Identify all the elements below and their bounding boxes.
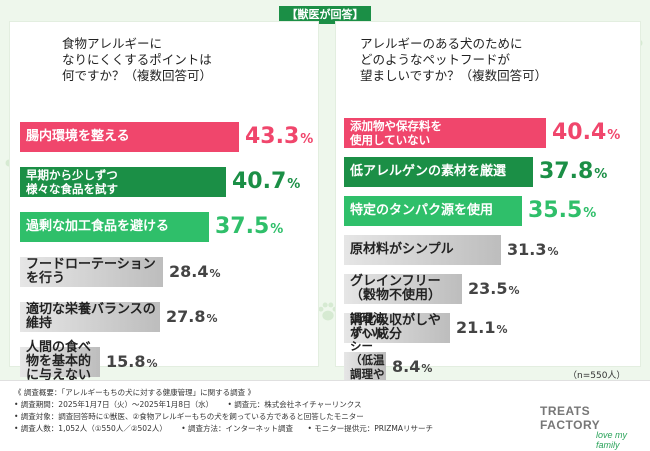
data-label: 23.5% [468,274,520,304]
data-value: 23.5 [468,279,508,298]
footer-method: • 調査方法：インターネット調査 [181,424,294,433]
brand-name: TREATS FACTORY [540,404,601,432]
brand-tagline: love my family [596,430,628,450]
bar: 添加物や保存料を 使用していない [344,118,546,148]
data-unit: % [496,323,508,336]
data-value: 43.3 [245,124,300,149]
bar: 適切な栄養バランスの維持 [20,302,160,332]
data-label: 31.3% [507,235,559,265]
data-value: 28.4 [169,262,209,281]
data-label: 28.4% [169,257,221,287]
bar-label: 低アレルゲンの素材を厳選 [350,164,507,179]
data-label: 21.1% [456,313,508,343]
data-value: 37.8 [539,159,594,184]
data-value: 31.3 [507,240,547,259]
brand-logo: TREATS FACTORY love my family [540,404,650,450]
data-unit: % [421,362,433,375]
bar-label: 添加物や保存料を 使用していない [350,119,442,147]
bar-label: グレインフリー（穀物不使用） [350,274,442,303]
footer-provider: • モニター提供元：PRIZMAリサーチ [307,424,433,433]
data-unit: % [270,222,284,237]
sample-size-note: （n=550人） [568,371,626,381]
footer-target: • 調査対象：調査回答時に①獣医、②食物アレルギーもちの犬を飼っている方であると… [14,412,364,421]
data-unit: % [547,245,559,258]
survey-footer: 《 調査概要：「アレルギーもちの犬に対する健康管理」に関する調査 》 • 調査期… [0,380,650,451]
data-unit: % [508,284,520,297]
bar: 人間の食べ物を基本的に与えない [20,341,100,383]
bar-label: 腸内環境を整える [26,129,130,144]
data-label: 37.5% [215,212,283,242]
bar-label: 特定のタンパク源を使用 [350,203,494,218]
data-value: 21.1 [456,318,496,337]
bar: 特定のタンパク源を使用 [344,196,522,226]
bar: グレインフリー（穀物不使用） [344,274,462,304]
data-label: 40.7% [232,167,300,197]
data-label: 43.3% [245,122,313,152]
data-unit: % [607,128,621,143]
data-unit: % [300,132,314,147]
data-value: 35.5 [528,198,583,223]
bar-label: フードローテーションを行う [26,257,156,286]
bar-label: 原材料がシンプル [350,242,454,257]
footer-period: • 調査期間：2025年1月7日（火）〜2025年1月8日（水） [14,400,214,409]
left-chart-panel: 食物アレルギーに なりにくくするポイントは 何ですか？（複数回答可） 腸内環境を… [10,22,318,383]
data-value: 15.8 [106,352,146,371]
data-value: 27.8 [166,307,206,326]
bar: 早期から少しずつ 様々な食品を試す [20,167,226,197]
footer-count: • 調査人数：1,052人（①550人／②502人） [14,424,167,433]
data-unit: % [583,206,597,221]
bar-label: 人間の食べ物を基本的に与えない [26,340,92,383]
bar-label: 消化吸収がしやすい成分 [350,313,441,342]
bar: 低アレルゲンの素材を厳選 [344,157,533,187]
bar: 消化吸収がしやすい成分 [344,313,450,343]
bar-label: 過剰な加工食品を避ける [26,219,170,234]
bar: 過剰な加工食品を避ける [20,212,209,242]
footer-title: 《 調査概要：「アレルギーもちの犬に対する健康管理」に関する調査 》 [14,388,256,397]
bar-label: 適切な栄養バランスの維持 [26,302,156,331]
data-unit: % [594,167,608,182]
data-label: 27.8% [166,302,218,332]
data-value: 40.4 [552,120,607,145]
left-chart-title: 食物アレルギーに なりにくくするポイントは 何ですか？（複数回答可） [62,36,213,83]
bar-label: 早期から少しずつ 様々な食品を試す [26,168,118,196]
header-badge: 【獣医が回答】 [279,6,371,24]
bar: 調理法がヘルシー （低温調理や乾燥加工など） [344,311,386,423]
right-chart-title: アレルギーのある犬のために どのようなペットフードが 望ましいですか？（複数回答… [360,36,548,83]
data-label: 37.8% [539,157,607,187]
data-unit: % [287,177,301,192]
data-value: 37.5 [215,214,270,239]
data-label: 15.8% [106,347,158,377]
data-value: 40.7 [232,169,287,194]
bar: フードローテーションを行う [20,257,163,287]
bar: 原材料がシンプル [344,235,501,265]
data-unit: % [209,267,221,280]
data-value: 8.4 [392,357,421,376]
data-label: 35.5% [528,196,596,226]
bar: 腸内環境を整える [20,122,239,152]
data-unit: % [146,357,158,370]
data-label: 40.4% [552,118,620,148]
footer-conductor: • 調査元：株式会社ネイチャーリンクス [227,400,362,409]
data-label: 8.4% [392,352,432,382]
data-unit: % [206,312,218,325]
right-chart-panel: アレルギーのある犬のために どのようなペットフードが 望ましいですか？（複数回答… [336,22,640,423]
paw-print-icon [316,300,340,324]
